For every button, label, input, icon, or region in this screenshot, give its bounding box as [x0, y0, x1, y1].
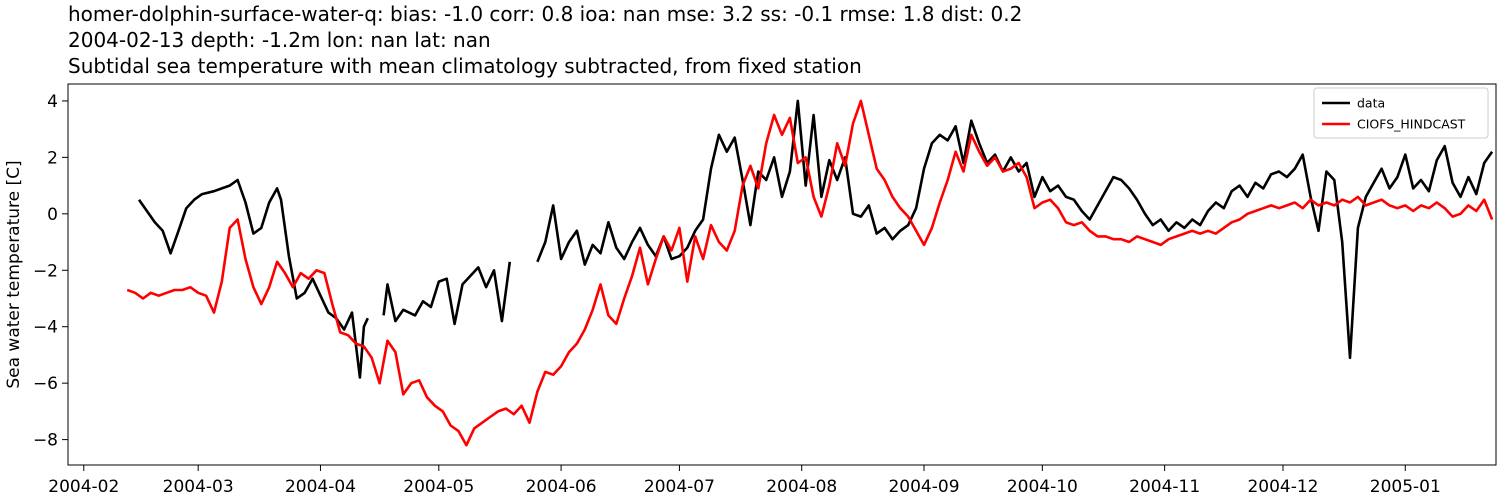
x-tick-label-2004-12: 2004-12	[1247, 477, 1318, 497]
legend-label-ciofs-hindcast: CIOFS_HINDCAST	[1357, 117, 1466, 132]
series-line-data-seg-0	[137, 178, 369, 379]
x-tick-label-2004-05: 2004-05	[403, 477, 474, 497]
title-block: homer-dolphin-surface-water-q: bias: -1.…	[68, 1, 1022, 79]
y-axis-label: Sea water temperature [C]	[4, 160, 24, 388]
series-line-data-seg-1	[382, 261, 512, 326]
x-tick-label-2005-01: 2005-01	[1370, 477, 1441, 497]
x-tick-label-2004-03: 2004-03	[163, 477, 234, 497]
y-tick-label-2: 2	[47, 148, 58, 168]
y-tick-label--6: −6	[33, 374, 58, 394]
x-tick-label-2004-02: 2004-02	[48, 477, 119, 497]
y-tick-label-4: 4	[47, 92, 58, 112]
chart-subtitle-description: Subtidal sea temperature with mean clima…	[68, 54, 862, 78]
series-line-ciofs-hindcast-seg-0	[126, 99, 1494, 447]
x-tick-label-2004-04: 2004-04	[285, 477, 356, 497]
series-layer	[126, 99, 1494, 447]
x-tick-label-2004-06: 2004-06	[526, 477, 597, 497]
x-tick-label-2004-09: 2004-09	[888, 477, 959, 497]
chart-subtitle-meta: 2004-02-13 depth: -1.2m lon: nan lat: na…	[68, 28, 491, 52]
x-tick-label-2004-11: 2004-11	[1129, 477, 1200, 497]
chart-title: homer-dolphin-surface-water-q: bias: -1.…	[68, 2, 1023, 26]
axes-layer: 2004-02 2004-03 2004-04 2004-05 2004-06 2004-…	[4, 83, 1497, 497]
y-tick-label-0: 0	[47, 205, 58, 225]
y-tick-label--2: −2	[33, 261, 58, 281]
x-tick-label-2004-07: 2004-07	[644, 477, 715, 497]
legend: data CIOFS_HINDCAST	[1313, 87, 1489, 139]
x-tick-label-2004-08: 2004-08	[766, 477, 837, 497]
y-tick-label--4: −4	[33, 318, 58, 338]
y-tick-label--8: −8	[33, 431, 58, 451]
plot-frame	[67, 83, 1497, 466]
legend-box	[1313, 87, 1489, 139]
legend-label-data: data	[1357, 96, 1385, 111]
x-tick-label-2004-10: 2004-10	[1007, 477, 1078, 497]
